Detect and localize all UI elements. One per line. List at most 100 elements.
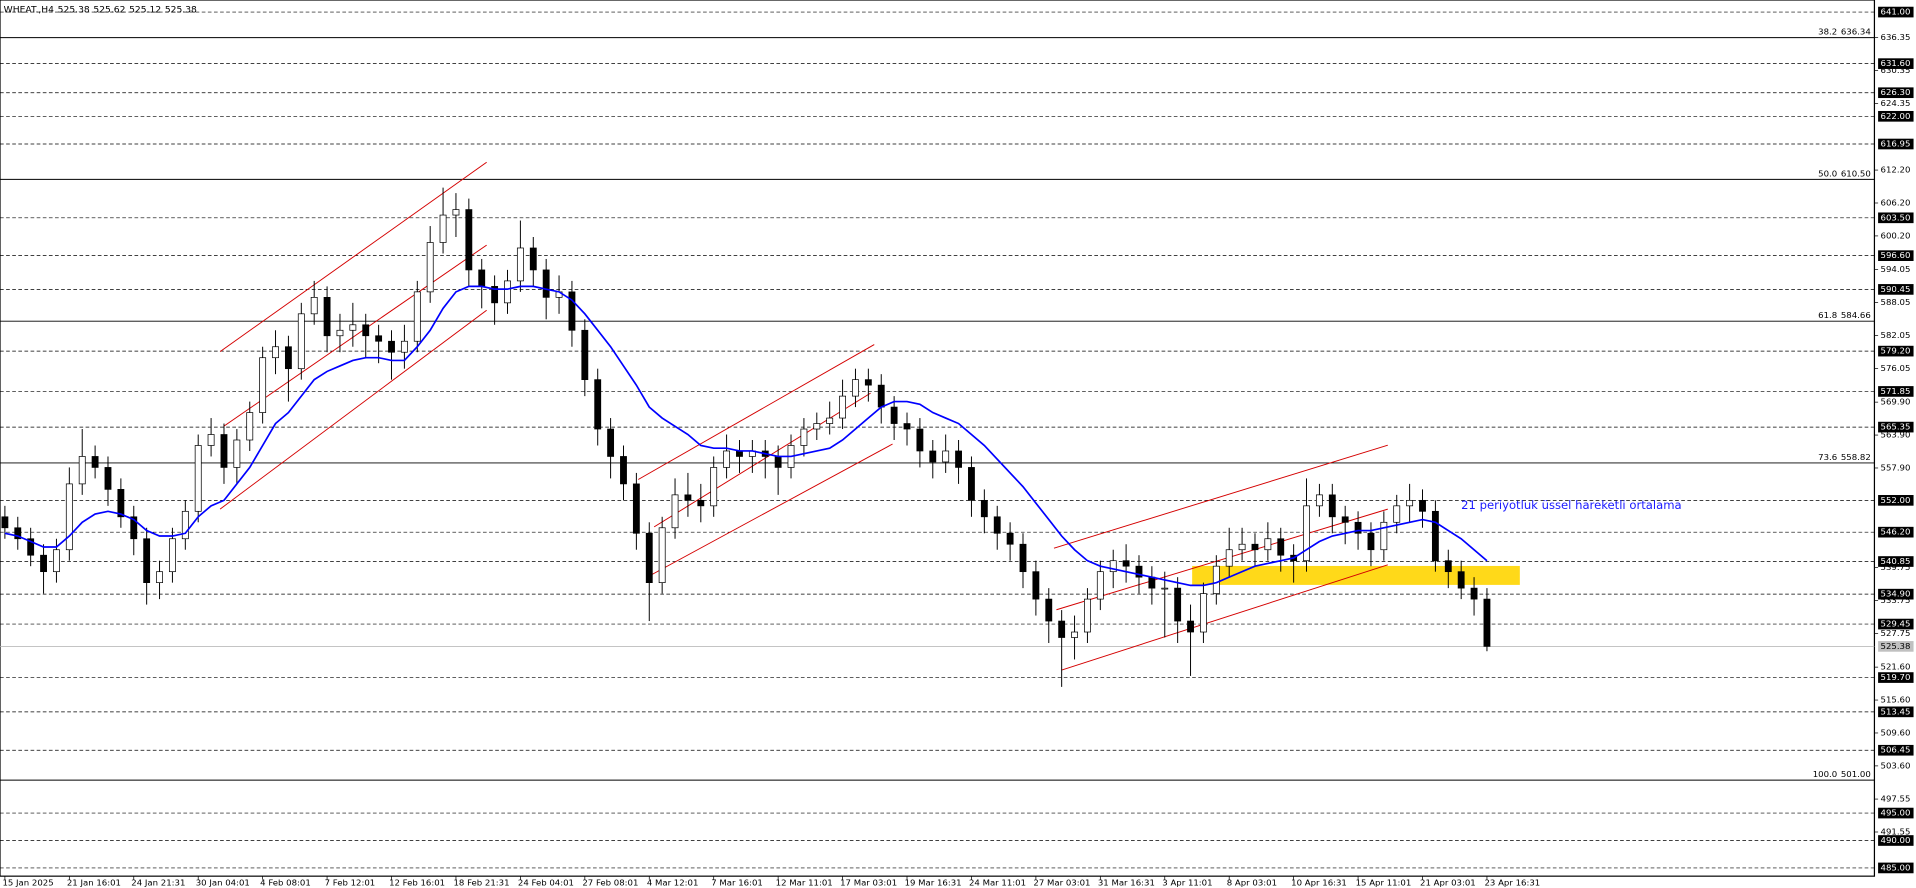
level-label-box xyxy=(1878,556,1914,567)
candle-body xyxy=(852,379,859,397)
level-label-box xyxy=(1878,87,1914,99)
candle-body xyxy=(1393,505,1401,523)
candle-body xyxy=(723,450,731,468)
y-tick-label: 582.05 xyxy=(1881,330,1911,340)
candle-body xyxy=(91,456,99,468)
level-label-box xyxy=(1878,618,1914,630)
level-label: 490.00 xyxy=(1881,835,1911,845)
level-label: 603.50 xyxy=(1881,212,1911,222)
x-tick-label: 24 Mar 11:01 xyxy=(969,878,1026,888)
candle-body xyxy=(929,450,937,463)
level-label-box xyxy=(1878,672,1914,683)
candle-body xyxy=(800,428,808,446)
candle-body xyxy=(362,324,370,337)
level-label: 590.45 xyxy=(1881,284,1911,294)
y-tick-label: 509.60 xyxy=(1881,728,1911,738)
fib-price: 636.34 xyxy=(1841,26,1871,36)
candle-body xyxy=(877,384,885,408)
y-tick-label: 636.35 xyxy=(1881,32,1911,42)
level-label: 631.60 xyxy=(1881,58,1911,68)
candle-body xyxy=(968,467,975,501)
candle-body xyxy=(916,428,924,452)
y-tick-label: 527.75 xyxy=(1881,628,1911,638)
candle-body xyxy=(40,554,47,573)
x-tick-label: 21 Apr 03:01 xyxy=(1420,878,1476,888)
fib-ratio: 100.0 xyxy=(1813,769,1837,779)
candle-body xyxy=(942,450,950,463)
candle-body xyxy=(233,439,241,468)
channel-line xyxy=(647,443,893,578)
candle-body xyxy=(826,417,834,424)
channels xyxy=(219,161,1388,671)
candle-body xyxy=(1457,571,1465,589)
x-tick-label: 31 Mar 16:31 xyxy=(1098,878,1155,888)
candle-body xyxy=(169,538,176,573)
candle-body xyxy=(104,467,112,490)
candle-body xyxy=(27,538,35,556)
fib-price: 584.66 xyxy=(1841,310,1871,320)
candle-body xyxy=(1032,571,1040,600)
candle-body xyxy=(1277,538,1285,556)
candle-body xyxy=(1187,620,1194,633)
level-label: 622.00 xyxy=(1881,111,1911,121)
candle-body xyxy=(1238,543,1246,551)
level-label-box xyxy=(1878,835,1914,846)
candle-body xyxy=(890,406,898,424)
candle-body xyxy=(1251,543,1259,551)
level-label-box xyxy=(1878,138,1914,150)
candle-body xyxy=(143,538,151,583)
candle-body xyxy=(1006,532,1014,545)
candle-body xyxy=(336,329,344,337)
quote: 525.12 xyxy=(129,5,161,15)
candle-body xyxy=(1212,565,1220,594)
level-label: 519.70 xyxy=(1881,672,1911,682)
candle-body xyxy=(272,346,279,359)
candle-body xyxy=(1058,620,1066,638)
x-tick-label: 7 Mar 16:01 xyxy=(711,878,763,888)
quote: 525.38 xyxy=(58,5,90,15)
candle-body xyxy=(1470,587,1478,600)
fib-label: 38.2 636.34 xyxy=(1818,26,1871,36)
x-tick-label: 21 Jan 16:01 xyxy=(67,878,121,888)
level-label: 579.20 xyxy=(1881,346,1911,356)
candle-body xyxy=(542,269,550,298)
candle-body xyxy=(1122,560,1130,567)
level-label-box xyxy=(1878,744,1914,756)
x-tick-label: 4 Mar 12:01 xyxy=(647,878,699,888)
candle-body xyxy=(864,379,872,386)
y-tick-label: 539.75 xyxy=(1881,562,1911,572)
y-tick-label: 630.35 xyxy=(1881,65,1911,75)
candle-body xyxy=(130,516,138,540)
level-label: 506.45 xyxy=(1881,745,1911,755)
candle-body xyxy=(1200,593,1207,633)
candle-body xyxy=(452,209,460,216)
fib-label: 61.8 584.66 xyxy=(1818,310,1871,320)
level-label-box xyxy=(1878,862,1914,874)
y-tick-label: 588.05 xyxy=(1881,297,1911,307)
level-label-box xyxy=(1878,421,1914,433)
x-tick-label: 27 Feb 08:01 xyxy=(582,878,638,888)
x-tick-label: 18 Feb 21:31 xyxy=(454,878,510,888)
candle-body xyxy=(310,297,318,315)
candle-body xyxy=(1109,560,1117,573)
channel-line xyxy=(219,161,487,353)
candle-body xyxy=(413,291,421,342)
x-tick-label: 12 Feb 16:01 xyxy=(389,878,445,888)
candle-body xyxy=(259,357,267,413)
candle-body xyxy=(1444,560,1452,573)
candle-body xyxy=(581,329,589,381)
y-tick-label: 624.35 xyxy=(1881,98,1911,108)
candle-body xyxy=(181,510,189,540)
candle-body xyxy=(903,423,911,430)
candle-body xyxy=(284,346,292,370)
candle-body xyxy=(607,428,615,457)
candle-body xyxy=(297,313,305,370)
candle-body xyxy=(1,516,9,529)
candle-body xyxy=(1264,538,1272,551)
channel-line xyxy=(219,309,487,510)
channel-line xyxy=(638,344,875,480)
candle-body xyxy=(1148,576,1156,589)
candle-body xyxy=(710,467,718,507)
level-label-box xyxy=(1878,526,1914,538)
